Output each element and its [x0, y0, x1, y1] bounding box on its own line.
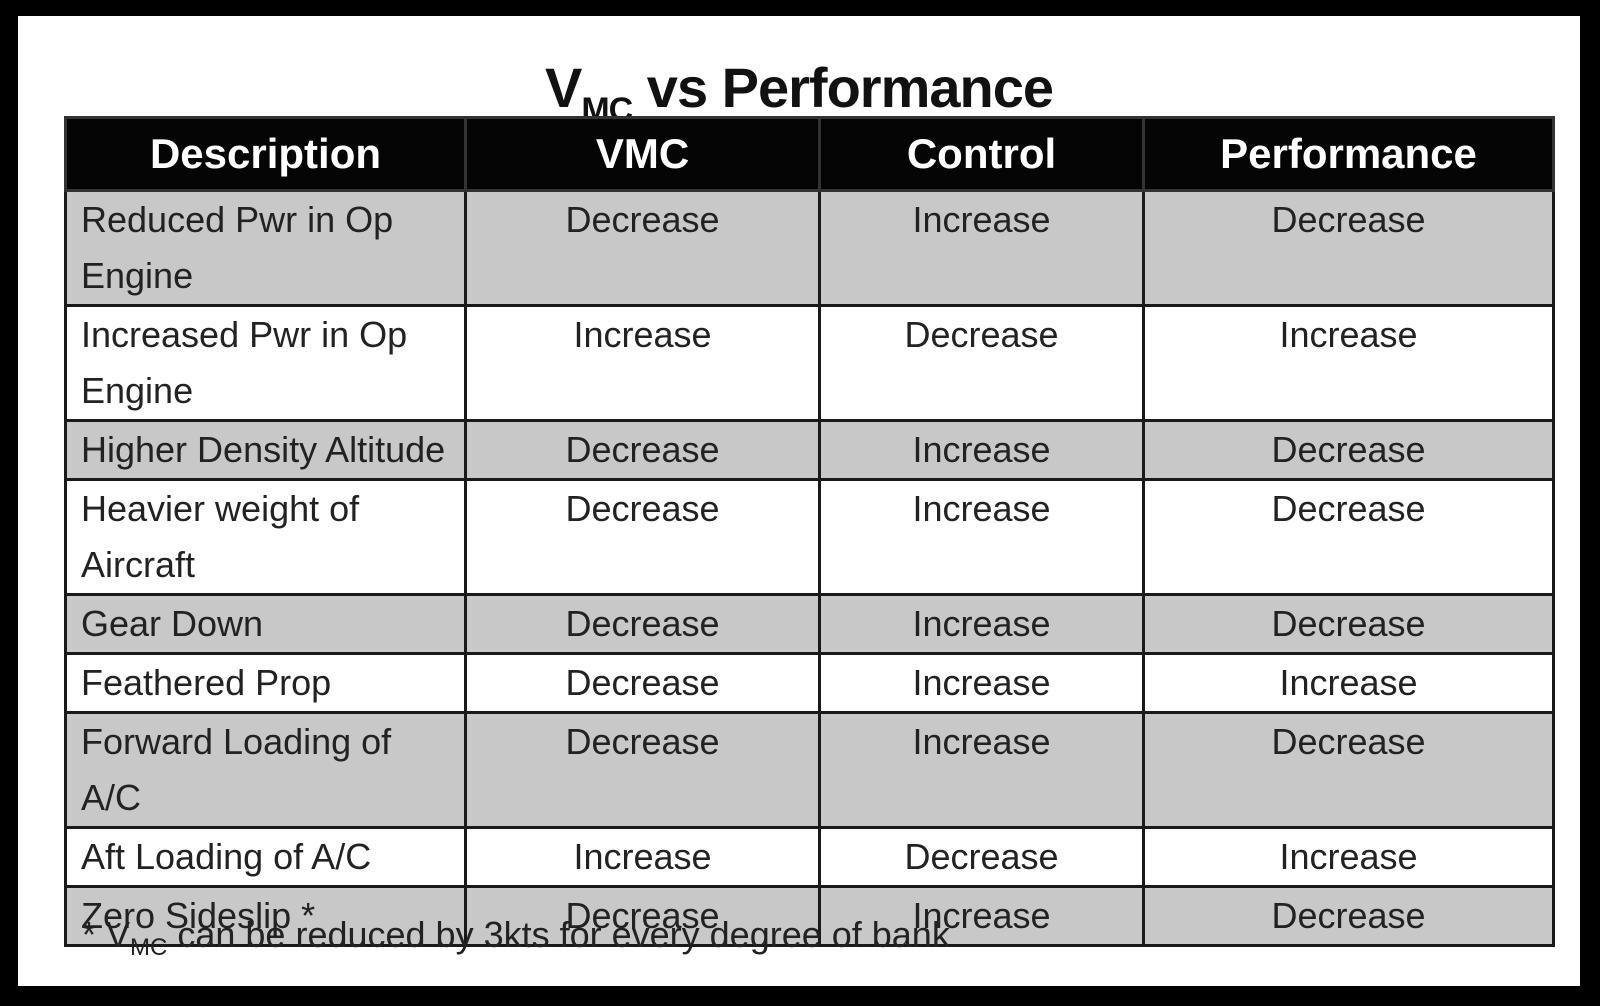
cell-performance: Increase: [1142, 826, 1555, 888]
table-row: Aft Loading of A/C Increase Decrease Inc…: [64, 826, 1555, 888]
cell-vmc: Decrease: [464, 419, 821, 481]
cell-control: Increase: [818, 593, 1145, 655]
cell-control: Decrease: [818, 826, 1145, 888]
cell-vmc: Decrease: [464, 711, 821, 829]
table-row: Feathered Prop Decrease Increase Increas…: [64, 652, 1555, 714]
vmc-performance-table: Description VMC Control Performance Redu…: [64, 116, 1555, 947]
table-row: Gear Down Decrease Increase Decrease: [64, 593, 1555, 655]
cell-performance: Decrease: [1142, 478, 1555, 596]
footnote-prefix: * V: [82, 914, 131, 955]
cell-control: Increase: [818, 652, 1145, 714]
cell-vmc: Decrease: [464, 593, 821, 655]
cell-performance: Decrease: [1142, 885, 1555, 947]
cell-description: Aft Loading of A/C: [64, 826, 467, 888]
title-main: V: [544, 56, 582, 119]
cell-vmc: Decrease: [464, 885, 821, 947]
cell-control: Decrease: [818, 304, 1145, 422]
cell-vmc: Decrease: [464, 478, 821, 596]
cell-performance: Decrease: [1142, 189, 1555, 307]
cell-description: Higher Density Altitude: [64, 419, 467, 481]
header-row: Description VMC Control Performance: [64, 116, 1555, 192]
cell-performance: Decrease: [1142, 593, 1555, 655]
cell-performance: Decrease: [1142, 711, 1555, 829]
cell-vmc: Decrease: [464, 189, 821, 307]
cell-description: Reduced Pwr in Op Engine: [64, 189, 467, 307]
cell-performance: Increase: [1142, 652, 1555, 714]
page-title: VMC vs Performance: [18, 56, 1580, 142]
cell-control: Increase: [818, 189, 1145, 307]
footnote: * VMC can be reduced by 3kts for every d…: [82, 914, 950, 962]
cell-vmc: Decrease: [464, 652, 821, 714]
cell-control: Increase: [818, 711, 1145, 829]
table-row: Increased Pwr in Op Engine Increase Decr…: [64, 304, 1555, 422]
cell-performance: Decrease: [1142, 419, 1555, 481]
cell-description: Heavier weight of Aircraft: [64, 478, 467, 596]
cell-description: Forward Loading of A/C: [64, 711, 467, 829]
footnote-subscript: MC: [130, 934, 168, 961]
cell-description: Increased Pwr in Op Engine: [64, 304, 467, 422]
header-control: Control: [818, 116, 1145, 192]
cell-control: Increase: [818, 885, 1145, 947]
header-performance: Performance: [1142, 116, 1555, 192]
title-rest: vs Performance: [632, 56, 1054, 119]
table-row: Reduced Pwr in Op Engine Decrease Increa…: [64, 189, 1555, 307]
table-row: Zero Sideslip * Decrease Increase Decrea…: [64, 885, 1555, 947]
table-row: Forward Loading of A/C Decrease Increase…: [64, 711, 1555, 829]
cell-description: Feathered Prop: [64, 652, 467, 714]
table-row: Higher Density Altitude Decrease Increas…: [64, 419, 1555, 481]
cell-vmc: Increase: [464, 304, 821, 422]
cell-performance: Increase: [1142, 304, 1555, 422]
header-description: Description: [64, 116, 467, 192]
header-vmc: VMC: [464, 116, 821, 192]
footnote-text: can be reduced by 3kts for every degree …: [167, 914, 950, 955]
cell-control: Increase: [818, 478, 1145, 596]
cell-vmc: Increase: [464, 826, 821, 888]
cell-control: Increase: [818, 419, 1145, 481]
document-frame: VMC vs Performance Description VMC Contr…: [18, 16, 1580, 986]
cell-description: Gear Down: [64, 593, 467, 655]
cell-description: Zero Sideslip *: [64, 885, 467, 947]
table-row: Heavier weight of Aircraft Decrease Incr…: [64, 478, 1555, 596]
